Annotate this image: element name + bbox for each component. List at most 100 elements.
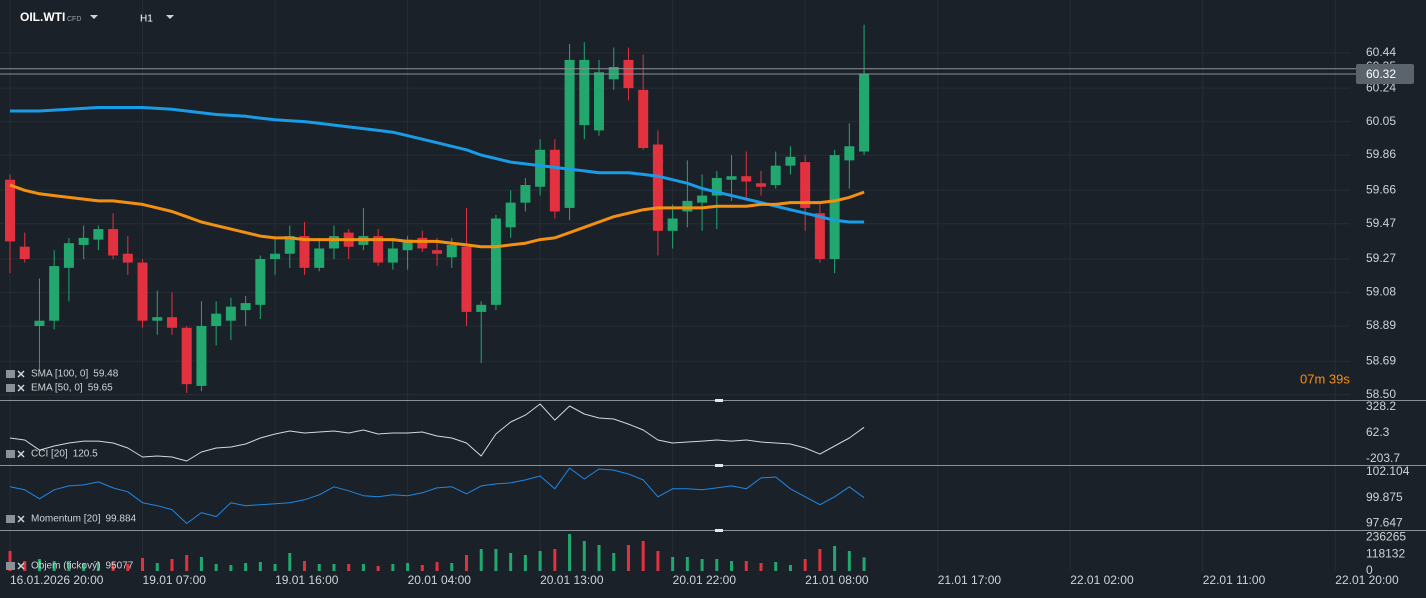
volume-bar — [494, 549, 498, 571]
indicator-value: 59.65 — [88, 383, 113, 394]
indicator-remove-icon[interactable] — [17, 450, 25, 458]
x-tick-label: 20.01 04:00 — [408, 573, 472, 587]
indicator-line — [9, 467, 865, 524]
last-price-box — [1356, 64, 1414, 85]
candle-body — [387, 248, 398, 263]
indicator-value: 95077 — [105, 561, 133, 572]
candle-body — [755, 183, 766, 187]
y-tick-label: 0 — [1366, 563, 1373, 577]
candle-body — [240, 303, 251, 311]
volume-bar — [391, 564, 395, 571]
candle-body — [829, 155, 840, 260]
candle-body — [741, 176, 752, 182]
candle-body — [726, 176, 737, 180]
volume-bar — [774, 562, 778, 571]
volume-bar — [67, 561, 71, 571]
last-price-label: 60.32 — [1366, 67, 1396, 81]
volume-bar — [700, 559, 704, 571]
candle-body — [166, 317, 177, 328]
candle-body — [284, 236, 295, 254]
indicator-name: EMA [50, 0] — [31, 383, 83, 394]
candle-body — [137, 262, 148, 321]
indicator-remove-icon[interactable] — [17, 370, 25, 378]
indicator-value: 120.5 — [73, 449, 98, 460]
indicator-line — [9, 183, 865, 249]
indicator-name: Momentum [20] — [31, 514, 101, 525]
y-tick-label: 58.50 — [1366, 387, 1396, 401]
candle-body — [34, 320, 45, 326]
candle-body — [505, 202, 516, 228]
candle-body — [225, 306, 236, 321]
candle-body — [78, 237, 89, 245]
timeframe[interactable]: H1 — [140, 14, 153, 25]
candle-body — [579, 59, 590, 126]
candle-countdown: 07m 39s — [1300, 371, 1350, 386]
indicator-value: 99.884 — [105, 514, 136, 525]
x-tick-label: 21.01 08:00 — [805, 573, 869, 587]
volume-bar — [317, 564, 321, 571]
indicator-remove-icon[interactable] — [17, 384, 25, 392]
candle-body — [608, 66, 619, 80]
volume-bar — [464, 555, 468, 571]
candle-body — [63, 243, 74, 268]
volume-bar — [406, 563, 410, 571]
y-tick-label: 58.89 — [1366, 318, 1396, 332]
candle-body — [5, 179, 16, 242]
symbol[interactable]: OIL.WTI — [20, 10, 65, 24]
volume-bar — [23, 561, 27, 571]
x-tick-label: 22.01 02:00 — [1070, 573, 1134, 587]
panel-handle[interactable] — [715, 529, 723, 532]
volume-bar — [744, 561, 748, 571]
volume-bar — [376, 566, 380, 571]
indicator-remove-icon[interactable] — [17, 515, 25, 523]
indicator-remove-icon[interactable] — [17, 562, 25, 570]
candle-body — [682, 200, 693, 212]
volume-bar — [332, 564, 336, 571]
dropdown-arrow[interactable] — [90, 15, 98, 19]
volume-bar — [82, 563, 86, 571]
y-tick-label: 58.69 — [1366, 353, 1396, 367]
candle-body — [211, 313, 222, 326]
candle-body — [446, 244, 457, 258]
candle-body — [490, 218, 501, 305]
volume-bar — [37, 559, 41, 571]
indicator-line — [10, 106, 865, 224]
indicator-line — [9, 403, 865, 462]
candle-body — [181, 327, 192, 385]
volume-bar — [96, 562, 100, 571]
volume-bar — [361, 564, 365, 571]
volume-bar — [214, 564, 218, 571]
y-tick-label: 62.3 — [1366, 425, 1390, 439]
candle-body — [108, 229, 119, 256]
volume-bar — [685, 557, 689, 571]
candle-body — [844, 146, 855, 161]
panel-handle[interactable] — [715, 464, 723, 467]
volume-bar — [509, 553, 513, 571]
volume-bar — [847, 551, 851, 571]
volume-bar — [818, 549, 822, 571]
volume-bar — [715, 559, 719, 571]
volume-bar — [597, 545, 601, 571]
panel-handle[interactable] — [715, 399, 723, 402]
y-tick-label: 59.08 — [1366, 285, 1396, 299]
volume-bar — [582, 541, 586, 571]
y-tick-label: 59.66 — [1366, 182, 1396, 196]
candle-body — [93, 229, 104, 240]
candle-body — [785, 156, 796, 166]
candle-body — [270, 253, 281, 260]
volume-bar — [788, 565, 792, 571]
x-tick-label: 20.01 22:00 — [673, 573, 737, 587]
dropdown-arrow[interactable] — [166, 15, 174, 19]
y-tick-label: 59.47 — [1366, 216, 1396, 230]
y-tick-label: 60.05 — [1366, 114, 1396, 128]
volume-bar — [479, 549, 483, 571]
x-tick-label: 22.01 20:00 — [1335, 573, 1399, 587]
volume-bar — [626, 545, 630, 571]
indicator-value: 59.48 — [93, 369, 118, 380]
y-tick-label: 328.2 — [1366, 399, 1396, 413]
candle-body — [711, 177, 722, 196]
volume-bar — [170, 559, 174, 571]
x-tick-label: 19.01 16:00 — [275, 573, 339, 587]
volume-bar — [244, 563, 248, 571]
candle-body — [667, 218, 678, 231]
